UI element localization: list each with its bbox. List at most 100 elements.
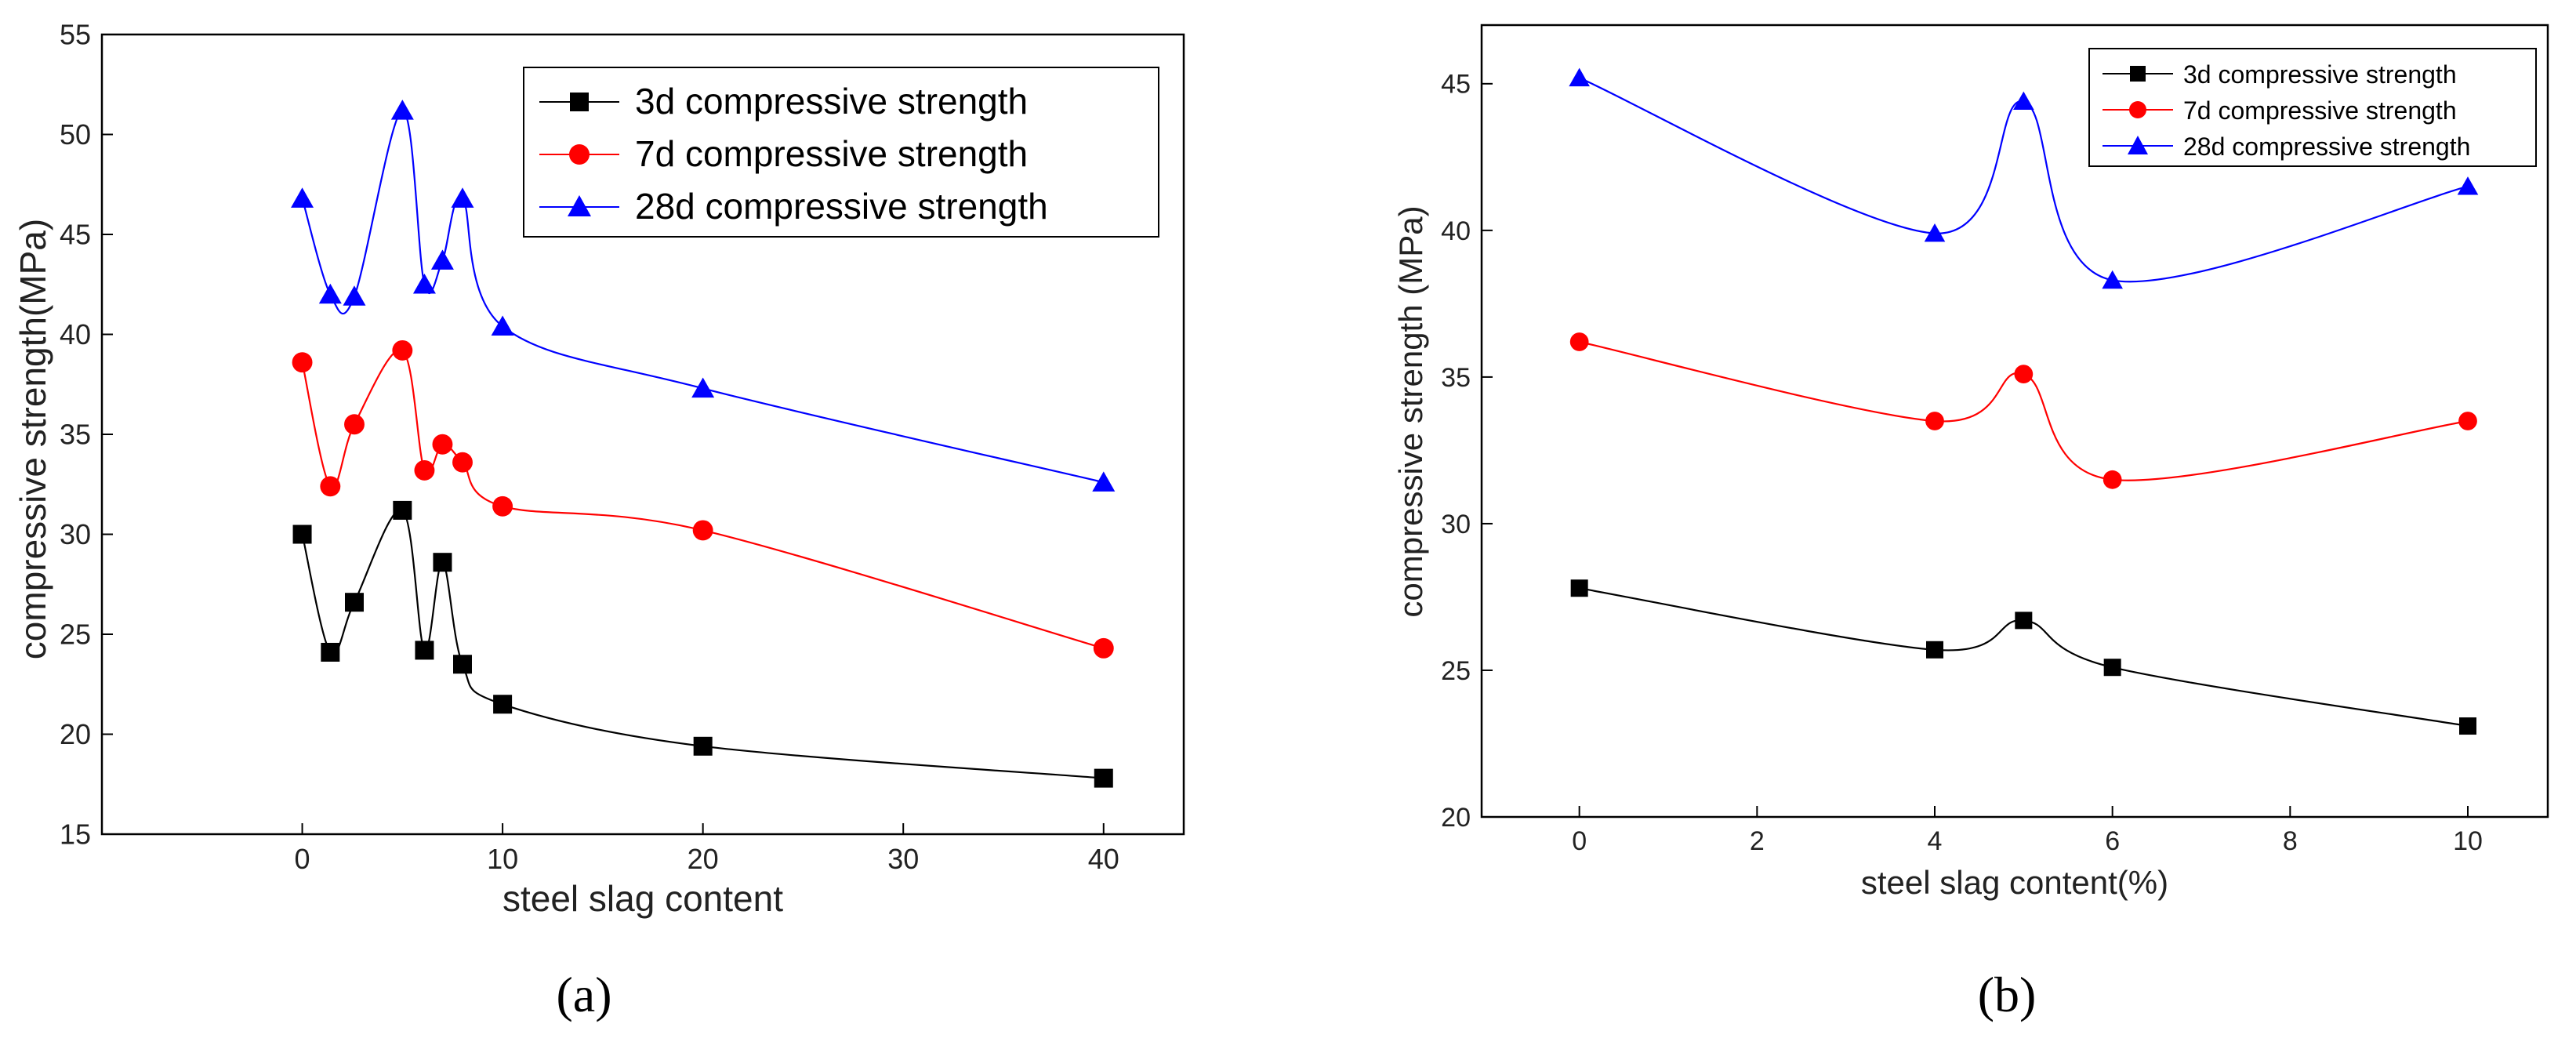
chart-a-y-tick-label: 30 (60, 518, 91, 550)
chart-a-28d-point (291, 187, 314, 208)
chart-a-y-tick-label: 50 (60, 118, 91, 151)
chart-b-x-axis: 0 2 4 6 8 10 (1572, 806, 2483, 856)
chart-b-3d-point (2015, 612, 2033, 630)
chart-a-x-label: steel slag content (503, 878, 783, 919)
chart-a-x-axis: 0 10 20 30 40 (295, 823, 1119, 875)
chart-a-28d-point (343, 285, 366, 306)
chart-b-3d-point (2459, 717, 2476, 735)
chart-b-markers (1569, 67, 2479, 735)
circle-marker-icon (569, 144, 590, 165)
chart-b-legend-entry-3d: 3d compressive strength (2103, 60, 2457, 89)
chart-b-28d-point (1569, 67, 1590, 87)
chart-a-x-tick-label: 20 (688, 843, 719, 875)
chart-a-y-tick-label: 45 (60, 219, 91, 251)
chart-a-7d-point (320, 476, 341, 497)
chart-b: 20 25 30 35 40 45 0 2 4 6 8 10 steel slag content(… (1392, 24, 2549, 901)
chart-a-y-axis: 15 20 25 30 35 40 45 50 55 (60, 19, 113, 851)
chart-b-y-tick-label: 35 (1441, 363, 1471, 393)
chart-a: 15 20 25 30 35 40 45 50 55 0 10 20 30 40 steel slag … (13, 19, 1185, 919)
chart-a-legend-label-28d: 28d compressive strength (635, 186, 1048, 227)
chart-a-3d-point (345, 593, 364, 612)
chart-a-x-tick-label: 40 (1088, 843, 1119, 875)
chart-a-3d-point (321, 642, 340, 662)
chart-b-7d-point (2458, 412, 2477, 430)
chart-a-28d-point (691, 377, 715, 398)
chart-a-28d-point (491, 315, 514, 336)
chart-b-y-axis: 20 25 30 35 40 45 (1441, 70, 1493, 833)
chart-b-legend-label-7d: 7d compressive strength (2183, 96, 2457, 125)
chart-b-y-tick-label: 40 (1441, 216, 1471, 246)
chart-a-28d-point (430, 249, 454, 270)
chart-a-y-tick-label: 55 (60, 19, 91, 51)
chart-a-legend-box (523, 67, 1159, 238)
chart-a-legend-label-7d: 7d compressive strength (635, 133, 1028, 174)
chart-b-legend-entry-7d: 7d compressive strength (2103, 96, 2457, 125)
chart-a-28d-point (390, 100, 414, 120)
chart-b-28d-point (2013, 91, 2034, 111)
chart-a-markers (291, 100, 1116, 788)
chart-a-y-tick-label: 15 (60, 819, 91, 851)
chart-b-plot-frame (1480, 24, 2549, 819)
chart-a-legend: 3d compressive strength 7d compressive s… (523, 67, 1159, 238)
chart-b-y-tick-label: 45 (1441, 70, 1471, 100)
panel-b-caption: (b) (1978, 967, 2037, 1022)
chart-b-28d-point (2102, 270, 2123, 289)
chart-a-28d-point (451, 187, 474, 208)
chart-a-x-tick-label: 10 (487, 843, 518, 875)
chart-a-7d-point (344, 414, 365, 435)
chart-b-3d-point (1926, 641, 1943, 659)
chart-a-y-label: compressive strength(MPa) (13, 219, 53, 659)
chart-a-7d-point (692, 520, 713, 541)
triangle-marker-icon (568, 195, 591, 216)
square-marker-icon (2130, 66, 2146, 82)
chart-b-28d-point (1924, 223, 1946, 242)
chart-a-7d-point (452, 452, 473, 473)
chart-a-28d-point (1092, 471, 1116, 492)
chart-b-legend-label-28d: 28d compressive strength (2183, 132, 2470, 161)
chart-b-7d-point (2103, 470, 2122, 489)
chart-b-y-tick-label: 20 (1441, 803, 1471, 833)
chart-a-7d-point (432, 434, 453, 455)
chart-a-7d-point (492, 495, 513, 517)
chart-b-7d-point (1569, 332, 1589, 351)
chart-a-7d-point (292, 352, 313, 373)
chart-a-3d-point (393, 500, 412, 520)
chart-a-y-tick-label: 25 (60, 619, 91, 651)
circle-marker-icon (2129, 101, 2146, 118)
chart-b-7d-point (1925, 412, 1944, 430)
chart-b-28d-point (2457, 176, 2479, 195)
chart-b-x-tick-label: 4 (1928, 826, 1943, 856)
chart-a-x-tick-label: 0 (295, 843, 310, 875)
chart-a-legend-entry-3d: 3d compressive strength (539, 81, 1028, 122)
chart-a-y-tick-label: 35 (60, 419, 91, 451)
chart-a-7d-point (1093, 637, 1114, 659)
chart-a-3d-point (693, 736, 713, 756)
chart-a-3d-point (292, 524, 312, 544)
chart-a-legend-entry-7d: 7d compressive strength (539, 133, 1028, 174)
chart-a-28d-point (412, 273, 436, 294)
chart-b-3d-point (1570, 579, 1588, 597)
chart-b-y-tick-label: 25 (1441, 656, 1471, 686)
chart-a-3d-point (1094, 768, 1113, 788)
chart-b-x-tick-label: 8 (2283, 826, 2298, 856)
chart-b-legend: 3d compressive strength 7d compressive s… (2088, 48, 2537, 167)
chart-a-3d-point (415, 641, 434, 660)
chart-b-3d-point (2103, 659, 2121, 677)
panel-a-caption: (a) (556, 967, 611, 1022)
chart-a-x-tick-label: 30 (887, 843, 919, 875)
triangle-marker-icon (2128, 136, 2148, 154)
chart-a-3d-point (453, 655, 472, 674)
chart-a-legend-label-3d: 3d compressive strength (635, 81, 1028, 122)
chart-b-legend-label-3d: 3d compressive strength (2183, 60, 2457, 89)
chart-b-y-tick-label: 30 (1441, 510, 1471, 539)
chart-b-7d-point (2014, 365, 2034, 384)
chart-b-y-label: compressive strength (MPa) (1392, 205, 1429, 617)
chart-b-x-tick-label: 6 (2105, 826, 2120, 856)
chart-a-legend-entry-28d: 28d compressive strength (539, 186, 1048, 227)
chart-a-y-tick-label: 40 (60, 318, 91, 350)
chart-b-x-tick-label: 10 (2453, 826, 2483, 856)
chart-a-3d-point (493, 695, 513, 714)
chart-a-28d-point (318, 283, 342, 304)
